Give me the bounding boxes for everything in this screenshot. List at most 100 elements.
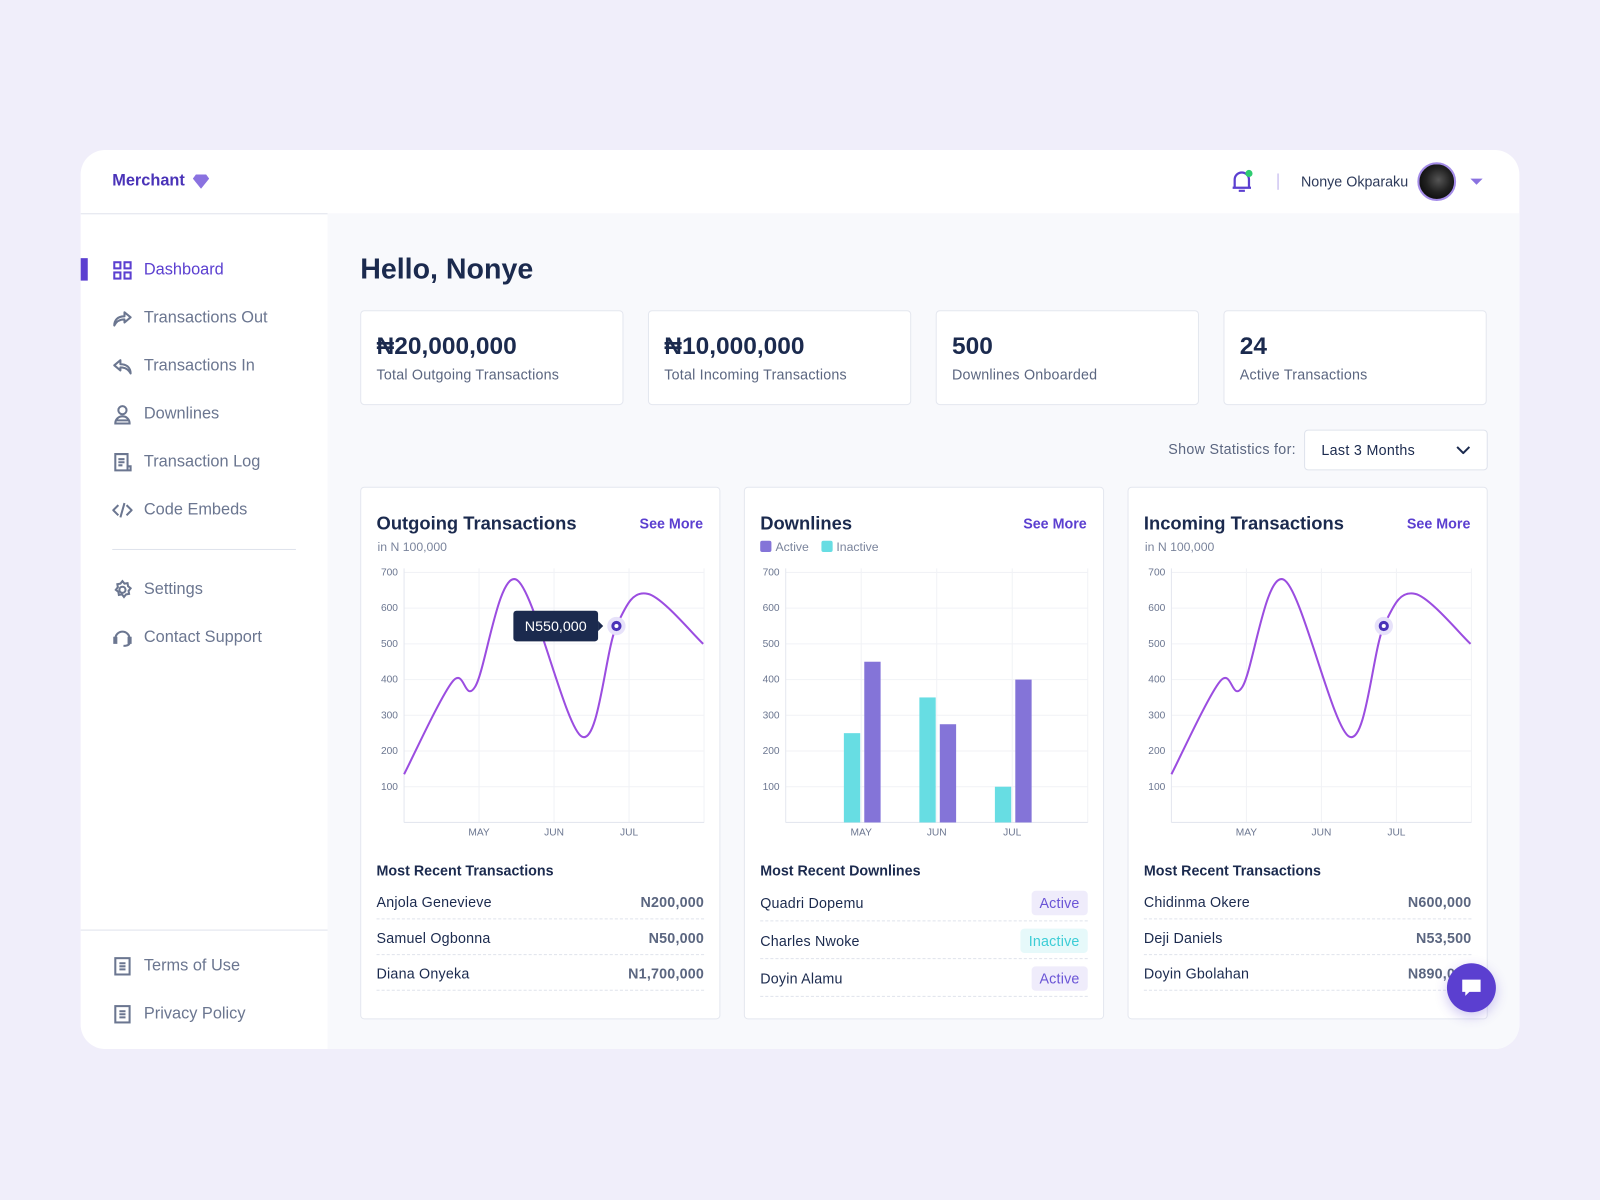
headset-icon [113,630,132,647]
notification-dot [1245,169,1253,178]
share-arrow-icon [113,311,132,327]
y-tick-label: 500 [763,639,780,650]
document-icon [114,1005,131,1024]
card-subtitle: in N 100,000 [1144,539,1215,555]
incoming-card: Incoming Transactions in N 100,000 See M… [1127,486,1488,1020]
card-title: Outgoing Transactions [376,513,577,534]
avatar[interactable] [1417,162,1457,202]
x-tick-label: MAY [1236,828,1258,839]
x-tick-label: JUN [1312,828,1332,839]
y-tick-label: 200 [1148,746,1165,757]
y-tick-label: 300 [381,710,398,721]
sidebar-item-label: Code Embeds [143,501,248,519]
row-amount: N200,000 [640,893,705,910]
sidebar-item-downlines[interactable]: Downlines [112,402,219,426]
user-name[interactable]: Nonye Okparaku [1300,173,1409,190]
y-tick-label: 600 [381,603,398,614]
row-name: Samuel Ogbonna [376,929,491,946]
chat-button[interactable] [1446,963,1496,1013]
y-tick-label: 700 [1148,568,1165,579]
y-tick-label: 300 [763,710,780,721]
sidebar-item-label: Transactions Out [143,309,268,327]
row-amount: N50,000 [648,929,705,946]
divider [80,929,328,931]
chat-icon [1462,979,1481,996]
y-tick-label: 400 [381,675,398,686]
outgoing-card: Outgoing Transactions in N 100,000 See M… [360,486,721,1020]
user-icon [114,405,131,425]
list-item[interactable]: Diana Onyeka N1,700,000 [376,956,705,991]
stat-label: Downlines Onboarded [952,366,1098,383]
y-tick-label: 100 [1148,782,1165,793]
x-tick-label: MAY [851,828,873,839]
gear-icon [114,579,133,599]
brand-logo[interactable]: Merchant [112,172,210,190]
status-badge: Active [1031,890,1088,915]
y-tick-label: 400 [763,675,780,686]
x-tick-label: MAY [468,828,490,839]
sidebar-item-label: Transactions In [143,357,255,375]
see-more-link[interactable]: See More [1406,515,1471,532]
sidebar-item-contact-support[interactable]: Contact Support [112,626,262,650]
x-tick-label: JUN [927,828,947,839]
stat-label: Total Outgoing Transactions [376,366,560,383]
list-title: Most Recent Downlines [760,862,921,879]
bar-active [939,724,957,823]
sidebar-item-settings[interactable]: Settings [112,578,203,602]
list-item[interactable]: Deji Daniels N53,500 [1143,920,1472,956]
sidebar-item-label: Settings [143,580,203,598]
bar-active [1015,679,1032,823]
y-tick-label: 100 [381,782,398,793]
list-item[interactable]: Samuel Ogbonna N50,000 [376,920,705,956]
divider [112,548,296,550]
sidebar-item-transactions-in[interactable]: Transactions In [112,354,255,378]
y-tick-label: 200 [763,746,780,757]
list-item[interactable]: Charles Nwoke Inactive [760,922,1088,960]
page-title: Hello, Nonye [360,253,534,285]
stat-card-active: 24 Active Transactions [1223,310,1487,406]
divider [80,213,328,215]
stat-value: 500 [952,332,993,361]
sidebar-item-terms[interactable]: Terms of Use [112,954,240,978]
see-more-link[interactable]: See More [639,515,704,532]
sidebar-item-label: Privacy Policy [143,1005,246,1023]
list-item[interactable]: Chidinma Okere N600,000 [1143,885,1472,920]
code-icon [112,502,133,518]
tooltip-label: N550,000 [525,619,587,635]
see-more-link[interactable]: See More [1023,515,1087,532]
highlight-point-center [614,623,619,629]
row-amount: N600,000 [1407,893,1472,910]
sidebar-item-privacy[interactable]: Privacy Policy [112,1002,245,1026]
stat-card-downlines: 500 Downlines Onboarded [935,310,1199,406]
list-item[interactable]: Doyin Gbolahan N890,000 [1143,956,1472,991]
status-badge: Active [1031,965,1088,991]
sidebar-item-transactions-out[interactable]: Transactions Out [112,306,268,330]
card-title: Downlines [760,513,853,534]
y-tick-label: 700 [763,568,780,579]
caret-down-icon[interactable] [1470,178,1483,186]
sidebar-item-transaction-log[interactable]: Transaction Log [112,450,260,474]
brand-name: Merchant [112,172,185,190]
period-select[interactable]: Last 3 Months [1304,429,1488,471]
card-subtitle: in N 100,000 [377,539,447,555]
tooltip-arrow [598,620,604,632]
row-amount: N1,700,000 [628,964,705,982]
list-item[interactable]: Quadri Dopemu Active [760,885,1088,922]
row-name: Doyin Alamu [760,969,843,987]
bar-active [864,661,881,823]
sidebar-item-label: Downlines [143,405,220,423]
sidebar-item-label: Contact Support [143,628,262,646]
sidebar-item-dashboard[interactable]: Dashboard [112,258,224,282]
sidebar-item-label: Terms of Use [143,957,241,975]
bell-icon[interactable] [1228,168,1255,195]
y-tick-label: 400 [1148,675,1165,686]
reply-arrow-icon [113,359,132,375]
list-item[interactable]: Anjola Genevieve N200,000 [376,885,705,920]
bar-inactive [994,786,1012,823]
legend-inactive: Inactive [821,540,879,554]
list-title: Most Recent Transactions [1143,862,1321,879]
y-tick-label: 600 [1148,603,1165,614]
sidebar-item-code-embeds[interactable]: Code Embeds [112,498,247,522]
row-name: Anjola Genevieve [376,893,492,910]
list-item[interactable]: Doyin Alamu Active [760,960,1088,997]
